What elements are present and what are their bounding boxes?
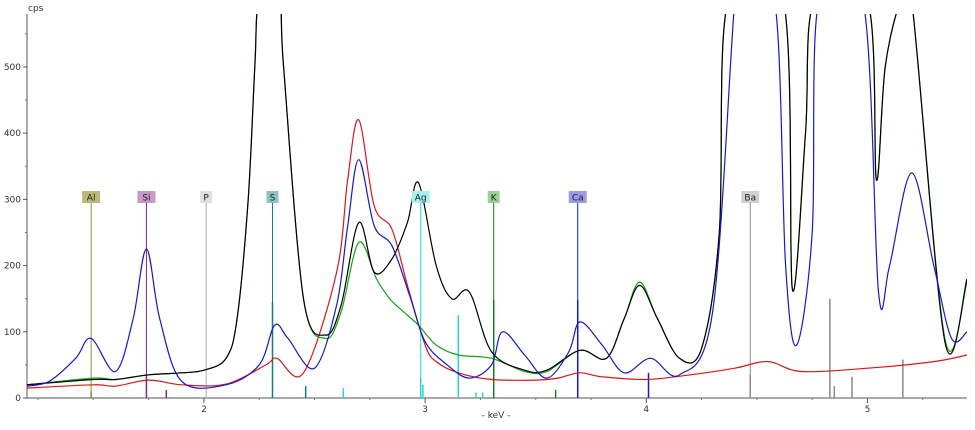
x-axis-title: - keV - [482, 411, 511, 421]
series-line-4 [27, 14, 967, 389]
element-label-box [82, 191, 101, 203]
y-tick-label: 400 [4, 129, 21, 139]
y-tick-label: 0 [15, 394, 21, 404]
element-label: S [270, 194, 276, 204]
element-label: Ba [744, 194, 756, 204]
y-tick-label: 200 [4, 262, 21, 272]
element-label-box [487, 191, 500, 203]
y-tick-label: 100 [4, 328, 21, 338]
element-label: K [491, 194, 498, 204]
x-tick-label: 3 [422, 405, 428, 415]
series-line-3 [27, 14, 967, 386]
element-label-box [568, 191, 587, 203]
element-label: Ca [572, 194, 584, 204]
element-label-box [741, 191, 760, 203]
x-tick-label: 4 [643, 405, 649, 415]
element-label-box [200, 191, 213, 203]
element-label-box [137, 191, 156, 203]
y-tick-label: 500 [4, 63, 21, 73]
y-axis-title: cps [28, 4, 44, 14]
x-tick-label: 2 [201, 405, 207, 415]
element-label: Al [87, 194, 96, 204]
element-label-box [411, 191, 430, 203]
element-label: Si [142, 194, 150, 204]
element-label: P [203, 194, 209, 204]
y-tick-label: 300 [4, 195, 21, 205]
element-label: Ag [415, 194, 427, 204]
x-tick-label: 5 [865, 405, 871, 415]
element-label-box [266, 191, 279, 203]
